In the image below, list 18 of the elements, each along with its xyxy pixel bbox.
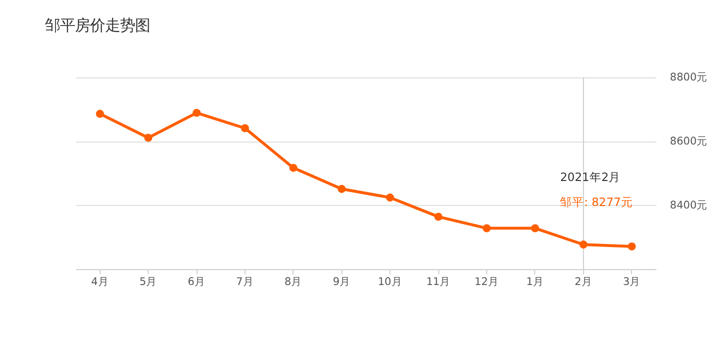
- y-tick-label: 8400元: [670, 200, 708, 212]
- x-tick-label: 1月: [526, 276, 544, 288]
- x-tick-label: 9月: [332, 276, 351, 288]
- y-tick-label: 8800元: [670, 72, 708, 84]
- annotation: 邹平: 8277元: [560, 194, 633, 209]
- x-tick-label: 4月: [91, 276, 109, 288]
- y-tick-label: 8600元: [670, 136, 708, 148]
- x-tick-label: 7月: [236, 276, 254, 288]
- annotation: 2021年2月: [560, 170, 621, 184]
- x-tick-label: 8月: [284, 276, 302, 288]
- chart-title: 邹平房价走势图: [45, 16, 150, 34]
- x-tick-label: 11月: [426, 276, 451, 288]
- x-tick-label: 5月: [139, 276, 158, 288]
- x-tick-label: 3月: [622, 276, 641, 288]
- x-tick-label: 10月: [378, 276, 402, 288]
- x-tick-label: 6月: [188, 276, 206, 288]
- x-tick-label: 12月: [474, 276, 499, 288]
- x-tick-label: 2月: [574, 276, 592, 288]
